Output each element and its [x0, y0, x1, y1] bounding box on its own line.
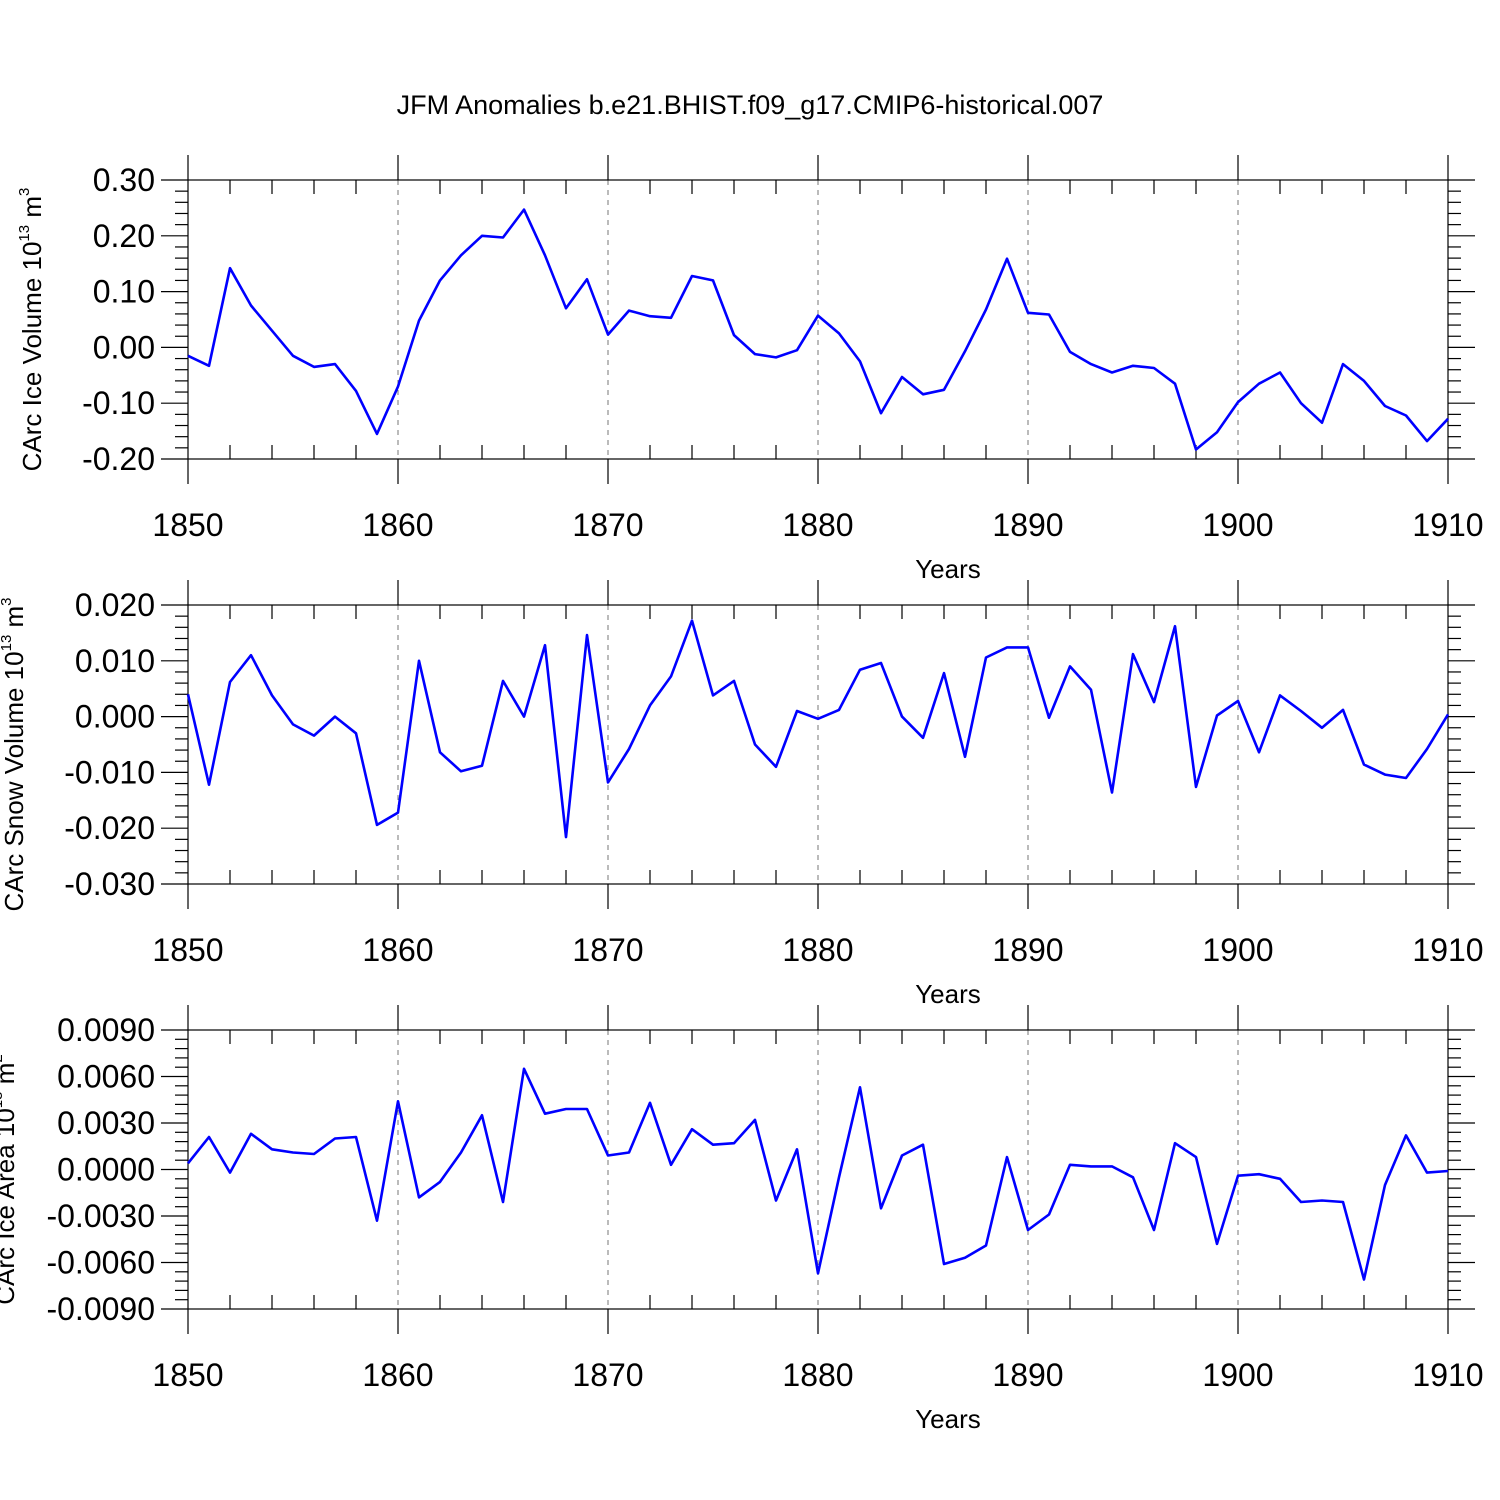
plot-frame: [187, 179, 1449, 460]
y-axis-title-text: CArc Ice Area 10: [0, 1108, 20, 1305]
y-tick-label-0.0000: 0.0000: [57, 1152, 155, 1188]
y-tick-label-0.10: 0.10: [93, 274, 155, 310]
panel-snow-volume: 1850 1860 1870 1880 1890 1900 1910 0.020 0.010 0.…: [0, 580, 1484, 1009]
panel-ice-area: 1850 1860 1870 1880 1890 1900 1910 0.0090 0.0060…: [0, 1005, 1484, 1434]
x-tick-label-1850: 1850: [152, 1357, 223, 1393]
series-line: [186, 1067, 1449, 1281]
y-tick-label-0.020: 0.020: [75, 587, 155, 623]
x-tick-label-1900: 1900: [1202, 507, 1273, 543]
y-tick-label--0.020: -0.020: [64, 810, 155, 846]
y-tick-label--0.10: -0.10: [82, 385, 155, 421]
plot-frame: [187, 1029, 1449, 1310]
x-tick-label-1890: 1890: [992, 507, 1063, 543]
y-axis-title-superscript: 13: [0, 635, 15, 652]
y-axis-title-text: CArc Ice Volume 10: [17, 242, 47, 472]
y-axis-title-superscript: 13: [16, 225, 33, 242]
x-axis-title: Years: [915, 554, 981, 584]
x-tick-label-1870: 1870: [572, 1357, 643, 1393]
y-axis-title-superscript: 3: [0, 597, 15, 605]
x-tick-label-1880: 1880: [782, 932, 853, 968]
x-tick-label-1860: 1860: [362, 1357, 433, 1393]
x-axis-title: Years: [915, 979, 981, 1009]
x-tick-label-1910: 1910: [1412, 1357, 1483, 1393]
x-tick-label-1890: 1890: [992, 932, 1063, 968]
y-tick-label--0.0090: -0.0090: [46, 1291, 155, 1327]
x-tick-label-1850: 1850: [152, 932, 223, 968]
y-tick-label-0.20: 0.20: [93, 218, 155, 254]
x-tick-label-1890: 1890: [992, 1357, 1063, 1393]
y-axis-title-text: m: [0, 1063, 20, 1092]
x-tick-label-1880: 1880: [782, 507, 853, 543]
y-tick-label--0.0030: -0.0030: [46, 1198, 155, 1234]
series-line: [186, 619, 1450, 839]
x-tick-label-1900: 1900: [1202, 932, 1273, 968]
y-axis-title-text: m: [17, 196, 47, 225]
y-tick-label-0.000: 0.000: [75, 699, 155, 735]
y-axis-title: CArc Ice Volume 1013 m3: [16, 188, 47, 472]
y-axis-title-superscript: 3: [16, 188, 33, 196]
x-tick-label-1870: 1870: [572, 932, 643, 968]
x-tick-label-1900: 1900: [1202, 1357, 1273, 1393]
y-tick-label-0.30: 0.30: [93, 162, 155, 198]
x-tick-label-1850: 1850: [152, 507, 223, 543]
y-tick-label--0.030: -0.030: [64, 866, 155, 902]
panel-ice-volume: 1850 1860 1870 1880 1890 1900 1910 0.30 0.20 0.10…: [16, 155, 1484, 584]
x-tick-label-1860: 1860: [362, 932, 433, 968]
y-axis-title-text: m: [0, 606, 29, 635]
y-tick-label-0.00: 0.00: [93, 329, 155, 365]
chart-title: JFM Anomalies b.e21.BHIST.f09_g17.CMIP6-…: [397, 90, 1104, 120]
y-tick-label-0.0060: 0.0060: [57, 1059, 155, 1095]
x-tick-label-1910: 1910: [1412, 932, 1483, 968]
y-axis-title-superscript: 13: [0, 1092, 6, 1109]
y-tick-label-0.0090: 0.0090: [57, 1012, 155, 1048]
plot-frame: [187, 604, 1449, 885]
x-tick-label-1870: 1870: [572, 507, 643, 543]
x-tick-label-1880: 1880: [782, 1357, 853, 1393]
y-axis-title: CArc Snow Volume 1013 m3: [0, 597, 29, 911]
x-axis-title: Years: [915, 1404, 981, 1434]
y-axis-title-text: CArc Snow Volume 10: [0, 651, 29, 911]
y-tick-label--0.0060: -0.0060: [46, 1245, 155, 1281]
series-line: [187, 208, 1449, 451]
y-axis-title: CArc Ice Area 1013 m2: [0, 1054, 20, 1304]
y-tick-label--0.20: -0.20: [82, 441, 155, 477]
x-tick-label-1860: 1860: [362, 507, 433, 543]
y-tick-label-0.010: 0.010: [75, 643, 155, 679]
x-tick-label-1910: 1910: [1412, 507, 1483, 543]
y-tick-label--0.010: -0.010: [64, 754, 155, 790]
y-axis-title-superscript: 2: [0, 1054, 6, 1062]
y-tick-label-0.0030: 0.0030: [57, 1105, 155, 1141]
